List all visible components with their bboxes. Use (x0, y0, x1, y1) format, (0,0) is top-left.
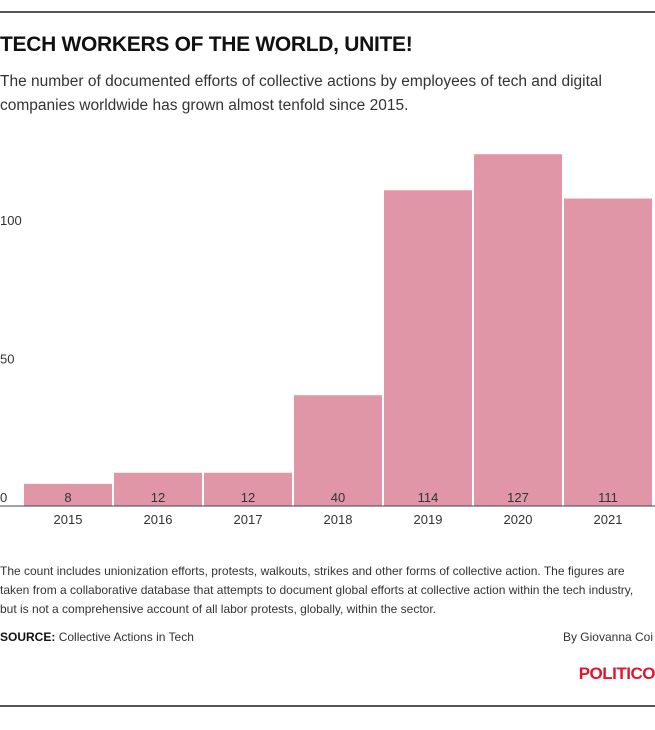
bar-2017 (204, 472, 292, 506)
data-label: 127 (507, 490, 529, 505)
data-label: 8 (64, 490, 71, 505)
source-line: SOURCE: Collective Actions in Tech (0, 630, 194, 644)
x-tick-label: 2020 (504, 512, 533, 527)
x-tick-label: 2019 (414, 512, 443, 527)
chart-subtitle: The number of documented efforts of coll… (0, 73, 602, 114)
bar-2018 (294, 395, 382, 506)
bar-2016 (114, 472, 202, 506)
bottom-rule (0, 705, 655, 707)
bar-chart: 0 50 100 8 2015 12 2016 12 2017 40 2018 114 2019 127 2… (0, 154, 655, 527)
footnote: The count includes unionization efforts,… (0, 564, 634, 616)
politico-logo: POLITICO (578, 664, 655, 683)
source-text: Collective Actions in Tech (58, 630, 194, 644)
x-tick-label: 2021 (594, 512, 623, 527)
bar-2021 (564, 198, 652, 506)
data-label: 114 (418, 490, 439, 505)
data-label: 12 (151, 490, 165, 505)
bar-2019 (384, 190, 472, 506)
x-tick-label: 2017 (234, 512, 263, 527)
bar-2020 (474, 154, 562, 506)
source-label: SOURCE: (0, 630, 56, 644)
data-label: 12 (241, 490, 255, 505)
data-label: 40 (331, 490, 345, 505)
x-tick-label: 2016 (144, 512, 173, 527)
chart-title: TECH WORKERS OF THE WORLD, UNITE! (0, 33, 413, 56)
top-rule (0, 11, 655, 13)
bar-2015 (24, 483, 112, 506)
x-tick-label: 2018 (324, 512, 353, 527)
y-tick-label: 0 (0, 490, 7, 505)
data-label: 111 (598, 490, 618, 505)
y-tick-label: 50 (0, 352, 14, 367)
byline: By Giovanna Coi (562, 630, 653, 644)
y-tick-label: 100 (0, 213, 22, 228)
x-tick-label: 2015 (54, 512, 83, 527)
